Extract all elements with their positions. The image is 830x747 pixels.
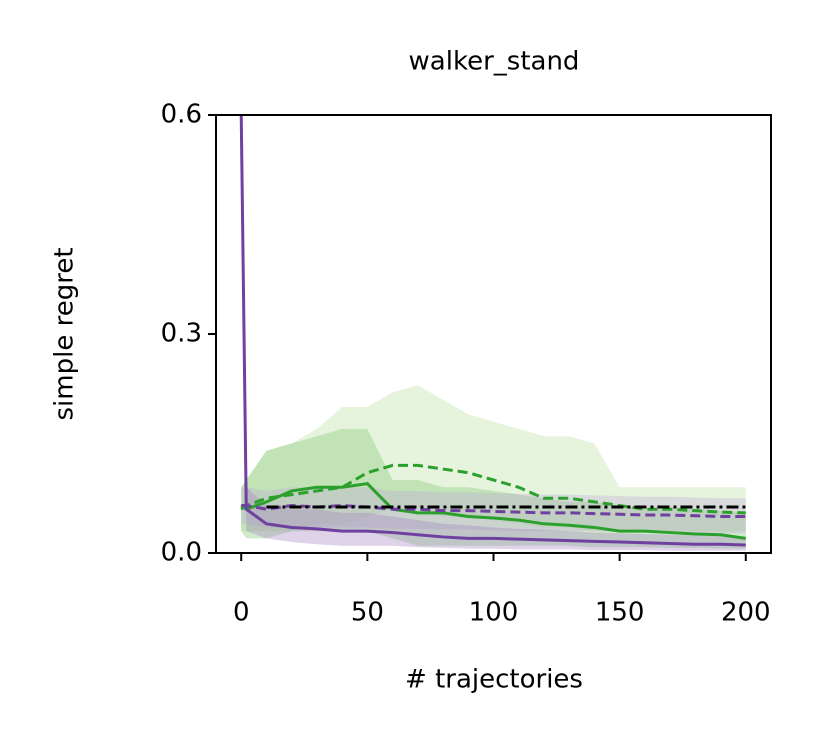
x-tick-label: 200 <box>721 598 771 628</box>
x-tick-label: 150 <box>595 598 645 628</box>
error-band <box>241 428 746 549</box>
series-line <box>240 482 746 540</box>
y-axis-label: simple regret <box>50 247 80 420</box>
x-tick-label: 100 <box>469 598 519 628</box>
x-tick-label: 0 <box>233 598 250 628</box>
y-tick-label: 0.3 <box>161 319 202 349</box>
plot-area <box>239 115 746 551</box>
x-axis-label: # trajectories <box>405 665 583 695</box>
series-line <box>241 504 746 518</box>
error-band <box>241 385 746 532</box>
y-tick-label: 0.0 <box>161 538 202 568</box>
series-line <box>239 115 746 547</box>
chart-title: walker_stand <box>409 47 580 77</box>
y-tick-label: 0.6 <box>161 100 202 130</box>
x-tick-label: 50 <box>351 598 384 628</box>
series-line <box>240 463 746 515</box>
error-band <box>241 487 746 534</box>
